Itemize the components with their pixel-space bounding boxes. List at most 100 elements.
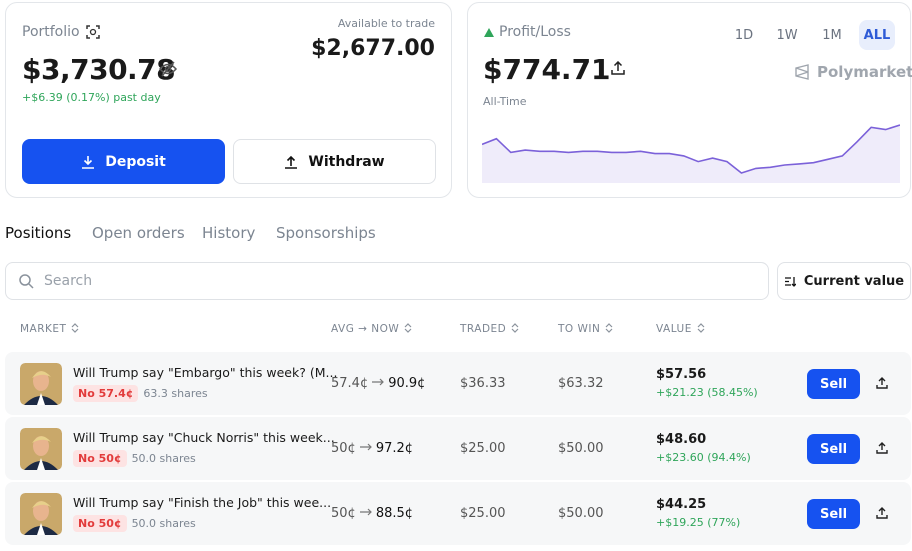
sort-glyph [72,323,79,333]
column-label: AVG → NOW [331,323,400,335]
sort-button[interactable]: Current value [777,262,911,300]
outcome-line: No 50¢ 50.0 shares [73,450,196,467]
arrow-icon [359,443,372,451]
outcome-line: No 50¢ 50.0 shares [73,515,196,532]
arrow-glyph [372,378,385,386]
portfolio-change: +$6.39 (0.17%) past day [22,91,161,104]
position-change: +$21.23 (58.45%) [656,386,758,399]
outcome-pill: No 57.4¢ [73,385,139,402]
avg-price: 50¢ [331,441,356,456]
column-header[interactable]: MARKET [20,323,80,335]
now-price: 88.5¢ [375,506,414,521]
tab[interactable]: Positions [5,224,72,242]
traded: $36.33 [460,376,506,391]
position-change: +$19.25 (77%) [656,516,741,529]
market-thumbnail [20,428,62,470]
scan-icon[interactable] [86,25,100,39]
search-icon [19,274,34,289]
range-button[interactable]: 1D [734,27,754,43]
sort-arrows [605,323,613,333]
sort-arrows [511,323,519,333]
arrow-icon [372,378,385,386]
sell-button[interactable]: Sell [807,369,860,399]
sort-arrows [72,323,79,333]
market-thumbnail [20,493,62,535]
deposit-label: Deposit [105,153,166,170]
to-win: $50.00 [558,506,604,521]
thumb-shirt [37,458,45,470]
portfolio-label: Portfolio [22,24,80,40]
withdraw-button[interactable]: Withdraw [233,139,436,184]
column-header[interactable]: TO WIN [558,323,614,335]
share-icon[interactable] [876,442,888,454]
thumb-hair [32,371,51,378]
avg-price: 50¢ [331,506,356,521]
column-header[interactable]: TRADED [460,323,520,335]
range-button[interactable]: 1M [822,27,842,43]
arrow-glyph [359,508,372,516]
column-header[interactable]: AVG → NOW [331,323,413,335]
market-title[interactable]: Will Trump say "Chuck Norris" this week.… [73,430,335,445]
position-value: $57.56 [656,367,707,382]
sort-arrows [404,323,412,333]
share-glyph [876,377,888,389]
share-glyph [876,507,888,519]
withdraw-label: Withdraw [308,153,385,170]
tab[interactable]: Sponsorships [276,224,376,242]
range-button[interactable]: ALL [859,20,895,50]
brand-name: Polymarket [817,63,912,81]
up-triangle [484,28,494,37]
avg-now: 50¢ 97.2¢ [331,441,413,456]
tab[interactable]: Open orders [92,224,185,242]
position-row: Will Trump say "Finish the Job" this wee… [5,482,911,545]
position-value: $48.60 [656,432,707,447]
avg-now: 50¢ 88.5¢ [331,506,413,521]
share-icon[interactable] [876,377,888,389]
shares: 63.3 shares [143,387,208,400]
sell-button[interactable]: Sell [807,499,860,529]
thumb-face [33,501,49,521]
search-placeholder: Search [44,273,93,289]
pnl-card: Profit/Loss $774.71 All-Time 1D 1W 1M ALL P… [467,2,912,198]
hide-icon[interactable] [159,61,177,77]
share-icon[interactable] [876,507,888,519]
column-header[interactable]: VALUE [656,323,706,335]
sort-glyph [697,323,705,333]
arrow-icon [359,508,372,516]
sell-button[interactable]: Sell [807,434,860,464]
pnl-label: Profit/Loss [499,24,571,40]
sort-icon [784,276,796,287]
avg-now: 57.4¢ 90.9¢ [331,376,425,391]
sort-glyph [511,323,519,333]
thumb-face [33,436,49,456]
pnl-line [482,124,900,174]
position-row: Will Trump say "Chuck Norris" this week.… [5,417,911,480]
shares: 50.0 shares [131,452,196,465]
market-title[interactable]: Will Trump say "Embargo" this week? (M..… [73,365,338,380]
range-button[interactable]: 1W [776,27,798,43]
market-thumbnail [20,363,62,405]
avg-price: 57.4¢ [331,376,369,391]
position-change: +$23.60 (94.4%) [656,451,751,464]
tab[interactable]: History [202,224,256,242]
share-icon[interactable] [611,61,625,75]
share-glyph [876,442,888,454]
market-title[interactable]: Will Trump say "Finish the Job" this wee… [73,495,332,510]
column-label: VALUE [656,323,692,335]
portfolio-card: Portfolio $3,730.78 +$6.39 (0.17%) past … [5,2,452,198]
deposit-button[interactable]: Deposit [22,139,225,184]
available-value: $2,677.00 [311,36,435,61]
column-label: TRADED [460,323,507,335]
column-label: MARKET [20,323,67,335]
sort-glyph [404,323,412,333]
column-label: TO WIN [558,323,601,335]
pnl-chart [482,124,900,183]
traded: $25.00 [460,506,506,521]
position-row: Will Trump say "Embargo" this week? (M..… [5,352,911,415]
now-price: 90.9¢ [388,376,426,391]
thumb-face [33,371,49,391]
sort-arrows [697,323,705,333]
search-box[interactable]: Search [5,262,769,300]
to-win: $63.32 [558,376,604,391]
pnl-value: $774.71 [483,53,611,86]
